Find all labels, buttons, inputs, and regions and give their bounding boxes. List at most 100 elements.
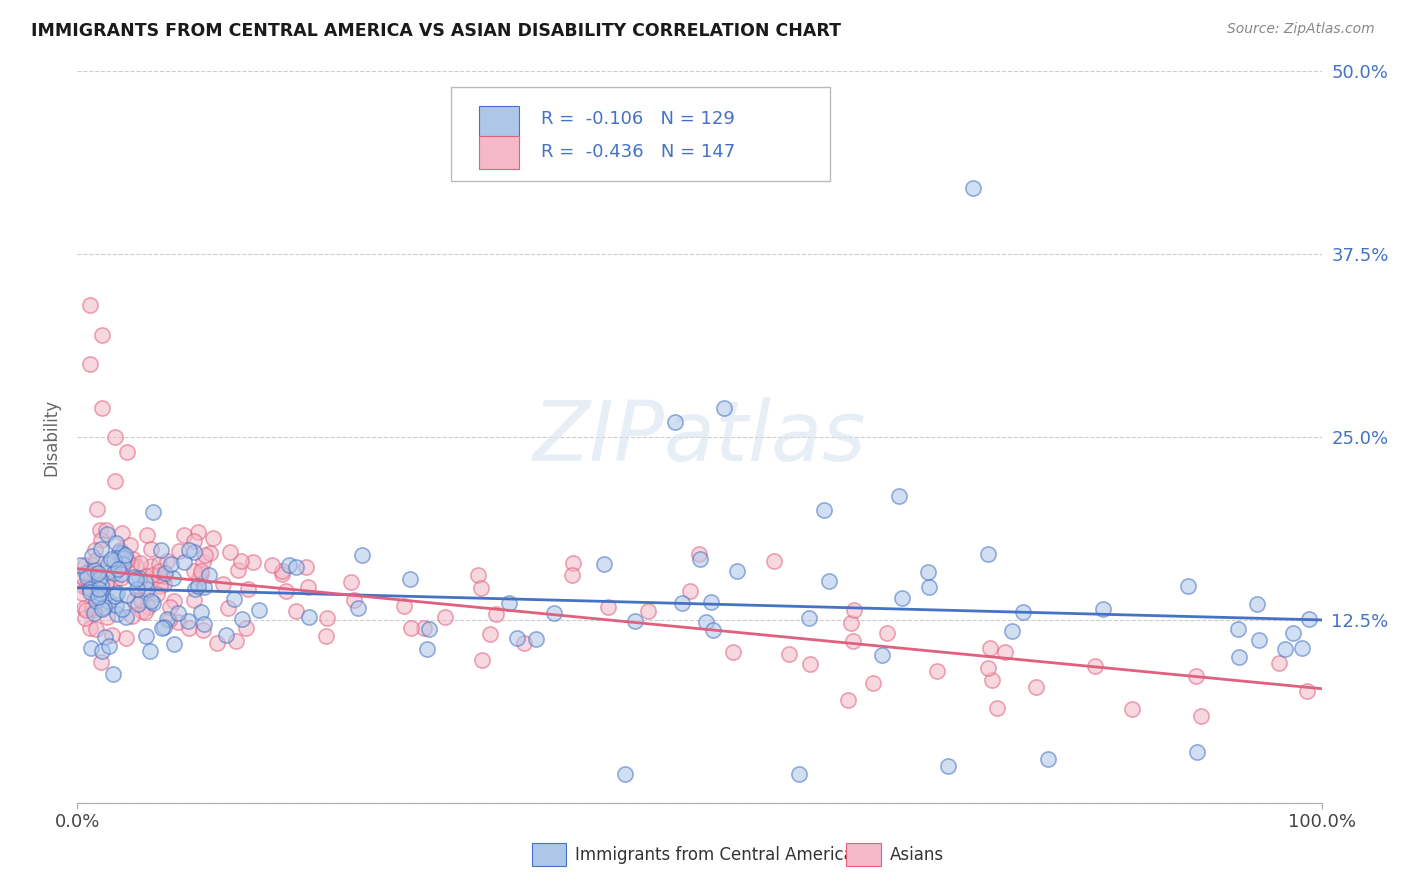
Point (83, 567, 105, 582)
Point (120, 558, 142, 572)
Point (124, 572, 146, 586)
Point (115, 552, 138, 566)
Point (121, 608, 143, 623)
Point (1184, 668, 1206, 682)
Text: Immigrants from Central America: Immigrants from Central America (575, 847, 853, 864)
Point (702, 623, 724, 637)
Point (83, 563, 105, 577)
Point (115, 609, 138, 624)
Point (152, 577, 174, 591)
Point (72, 569, 94, 583)
Point (470, 582, 492, 596)
Point (1246, 597, 1268, 611)
Point (1281, 626, 1303, 640)
Point (1001, 624, 1024, 639)
Point (79, 582, 101, 596)
Point (212, 577, 235, 591)
Point (149, 542, 172, 557)
Point (695, 615, 717, 629)
Point (82, 600, 104, 615)
Point (139, 593, 162, 607)
Point (110, 566, 132, 581)
Point (190, 565, 212, 579)
Point (96, 594, 118, 608)
Point (173, 555, 195, 569)
Point (543, 606, 565, 620)
Point (962, 181, 984, 195)
Point (167, 607, 190, 621)
Point (841, 633, 863, 648)
Point (173, 528, 195, 542)
Point (725, 565, 748, 579)
Point (799, 610, 821, 624)
Point (513, 636, 536, 650)
Y-axis label: Disability: Disability (42, 399, 60, 475)
Point (89, 523, 111, 537)
Point (150, 621, 173, 635)
Point (190, 567, 212, 582)
Point (125, 582, 148, 597)
Point (104, 573, 127, 587)
Point (1185, 745, 1208, 759)
Point (105, 598, 128, 612)
Point (1011, 605, 1033, 619)
Bar (531, 843, 567, 866)
Point (763, 554, 786, 568)
Point (163, 637, 186, 651)
Point (139, 541, 162, 556)
Point (198, 546, 221, 560)
Point (96, 524, 118, 538)
Point (277, 558, 299, 573)
Point (79, 357, 101, 371)
Point (75, 602, 97, 616)
Point (1189, 709, 1212, 723)
Point (927, 664, 949, 678)
Point (163, 594, 186, 608)
Point (141, 567, 163, 582)
Point (142, 505, 165, 519)
Point (160, 558, 183, 572)
Point (105, 586, 128, 600)
Point (187, 579, 209, 593)
Point (271, 567, 294, 582)
Point (105, 607, 128, 622)
Point (215, 627, 238, 641)
Point (124, 592, 146, 607)
Point (73, 601, 96, 615)
Point (1227, 649, 1250, 664)
Point (75, 566, 97, 581)
Point (479, 627, 502, 641)
Point (561, 567, 583, 582)
Point (191, 555, 214, 569)
Point (82, 558, 104, 573)
Bar (479, 136, 519, 169)
Point (713, 401, 735, 415)
Point (679, 584, 702, 599)
Point (418, 622, 440, 636)
Point (434, 610, 457, 624)
Point (484, 607, 506, 621)
Point (352, 549, 374, 563)
Point (167, 544, 190, 558)
Point (1291, 640, 1313, 655)
Text: IMMIGRANTS FROM CENTRAL AMERICA VS ASIAN DISABILITY CORRELATION CHART: IMMIGRANTS FROM CENTRAL AMERICA VS ASIAN… (31, 22, 841, 40)
Point (86, 553, 108, 567)
Point (837, 692, 859, 706)
Point (87, 566, 110, 580)
Point (115, 444, 138, 458)
Point (135, 569, 157, 583)
Point (129, 592, 152, 607)
Text: Source: ZipAtlas.com: Source: ZipAtlas.com (1227, 22, 1375, 37)
Point (153, 568, 176, 582)
Point (111, 602, 134, 616)
Point (295, 559, 318, 574)
Point (89, 572, 111, 586)
Point (343, 593, 366, 607)
Point (115, 631, 138, 645)
Point (75, 611, 97, 625)
Point (596, 599, 619, 614)
Point (1036, 752, 1059, 766)
Point (247, 602, 270, 616)
Point (284, 604, 307, 618)
Point (104, 536, 127, 550)
